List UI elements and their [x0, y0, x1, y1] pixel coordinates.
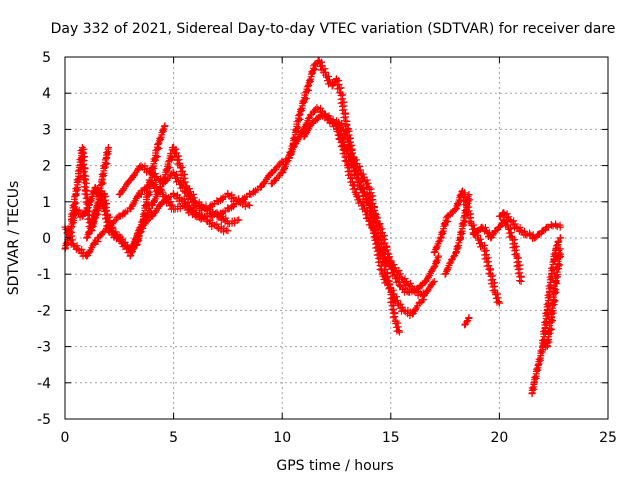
series-arc-11 — [441, 191, 474, 278]
x-tick-label: 5 — [169, 430, 178, 446]
x-tick-label: 15 — [382, 430, 400, 446]
series-arc-13 — [495, 209, 564, 242]
y-tick-label: -3 — [37, 340, 51, 356]
series-trace — [127, 57, 426, 319]
x-axis-label: GPS time / hours — [276, 458, 393, 474]
data-point — [430, 248, 438, 256]
series-arc-15 — [461, 314, 473, 329]
y-tick-label: -4 — [37, 376, 51, 392]
y-tick-label: -1 — [37, 267, 51, 283]
series-arc-12 — [469, 216, 525, 285]
y-tick-label: 1 — [42, 195, 51, 211]
series-trace — [470, 217, 525, 285]
y-tick-label: 5 — [42, 50, 51, 66]
series-arc-6 — [126, 57, 427, 319]
series-trace — [462, 314, 473, 328]
data-point — [465, 191, 473, 199]
y-tick-labels: -5 -4 -3 -2 -1 0 1 2 3 4 5 — [37, 50, 51, 428]
y-axis-label: SDTVAR / TECUs — [6, 181, 22, 296]
series-arc-9 — [333, 125, 438, 300]
series-trace — [540, 246, 565, 351]
series-arc-10 — [430, 187, 503, 307]
y-tick-label: -5 — [37, 412, 51, 428]
series-trace — [333, 127, 437, 299]
series-trace — [497, 209, 564, 242]
grid-lines — [65, 57, 608, 419]
y-tick-label: 4 — [42, 86, 51, 102]
x-tick-label: 25 — [599, 430, 617, 446]
series-trace — [442, 192, 474, 277]
y-tick-label: 2 — [42, 159, 51, 175]
x-tick-labels: 0 5 10 15 20 25 — [61, 430, 617, 446]
series-arc-16 — [539, 245, 565, 351]
x-tick-label: 0 — [61, 430, 70, 446]
x-tick-label: 10 — [273, 430, 291, 446]
y-tick-label: -2 — [37, 303, 51, 319]
data-series — [61, 57, 565, 398]
x-tick-label: 20 — [490, 430, 508, 446]
axis-ticks — [64, 56, 609, 420]
chart-title: Day 332 of 2021, Sidereal Day-to-day VTE… — [51, 21, 616, 37]
y-tick-label: 0 — [42, 231, 51, 247]
y-tick-label: 3 — [42, 122, 51, 138]
